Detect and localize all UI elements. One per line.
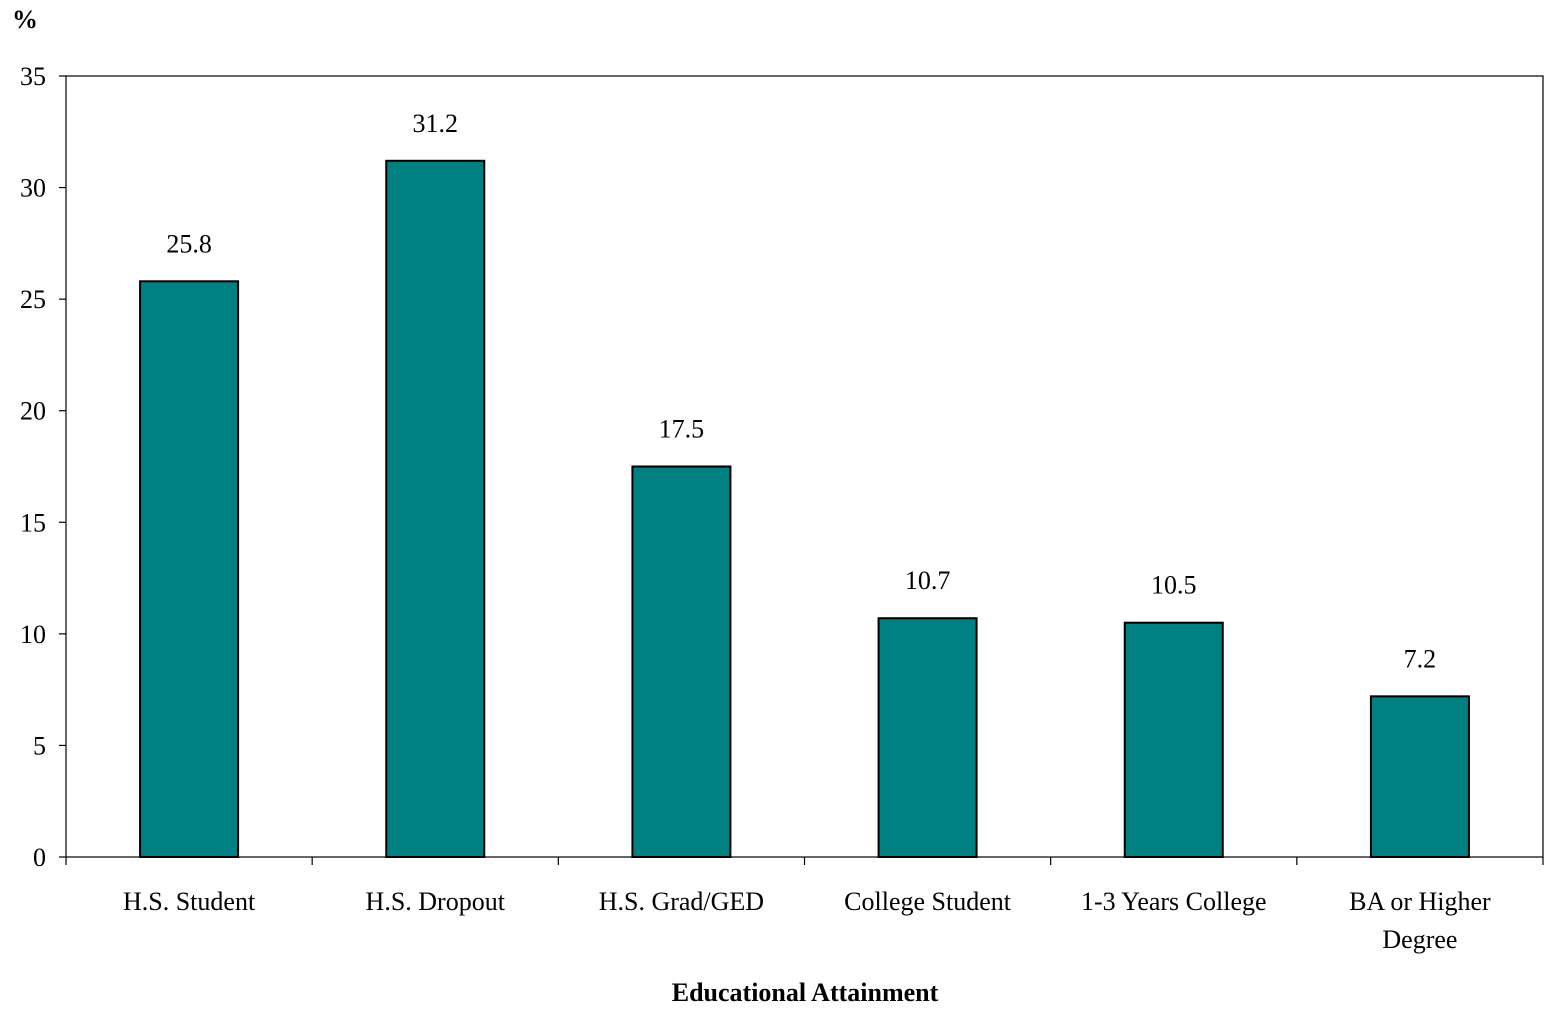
- y-tick-label: 5: [33, 731, 46, 760]
- y-tick-label: 15: [20, 508, 46, 537]
- bar: [1369, 695, 1470, 859]
- y-tick-label: 25: [20, 285, 46, 314]
- category-label: Degree: [1382, 925, 1457, 954]
- bar-value-label: 10.7: [905, 566, 951, 595]
- plot-area-frame: [65, 75, 1544, 858]
- category-label: College Student: [844, 887, 1012, 916]
- bar-value-label: 31.2: [413, 109, 459, 138]
- bar-value-label: 25.8: [166, 229, 212, 258]
- x-axis-ticks: [65, 857, 1544, 865]
- bar-value-label: 17.5: [659, 415, 705, 444]
- category-label: H.S. Student: [123, 887, 256, 916]
- category-label: 1-3 Years College: [1081, 887, 1267, 916]
- category-label: H.S. Dropout: [366, 887, 506, 916]
- y-tick-label: 0: [33, 843, 46, 872]
- category-label: BA or Higher: [1349, 887, 1491, 916]
- y-tick-label: 35: [20, 62, 46, 91]
- bars: [139, 159, 1470, 859]
- y-tick-label: 30: [20, 174, 46, 203]
- y-tick-label: 20: [20, 397, 46, 426]
- data-labels: 25.8 31.2 17.5 10.7 10.5 7.2: [166, 109, 1436, 674]
- category-labels: H.S. Student H.S. Dropout H.S. Grad/GED Col…: [123, 887, 1491, 954]
- bar: [1123, 621, 1224, 859]
- bar: [631, 465, 732, 858]
- y-axis-label: %: [12, 5, 38, 34]
- bar: [385, 159, 486, 858]
- x-axis-label: Educational Attainment: [672, 978, 939, 1005]
- bar-value-label: 7.2: [1404, 644, 1437, 673]
- category-label: H.S. Grad/GED: [599, 887, 764, 916]
- y-axis-ticks: 0 5 10 15 20 25 30 35: [20, 62, 66, 872]
- y-tick-label: 10: [20, 620, 46, 649]
- bar-value-label: 10.5: [1151, 571, 1197, 600]
- bar: [139, 280, 240, 858]
- bar: [877, 617, 978, 858]
